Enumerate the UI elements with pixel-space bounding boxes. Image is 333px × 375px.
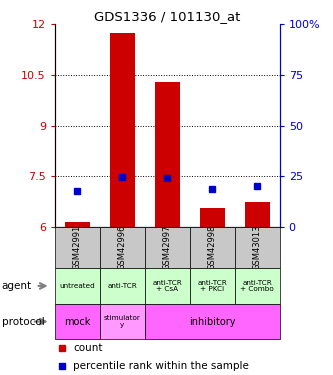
Bar [55,227,100,268]
Bar [245,202,270,227]
Text: stimulator
y: stimulator y [104,315,141,328]
Bar [55,304,100,339]
Bar [190,268,235,304]
Text: protocol: protocol [2,316,44,327]
Text: anti-TCR: anti-TCR [108,283,137,289]
Text: agent: agent [2,281,32,291]
Text: count: count [73,343,103,353]
Bar [155,82,180,227]
Bar [235,227,280,268]
Text: untreated: untreated [60,283,95,289]
Text: inhibitory: inhibitory [189,316,235,327]
Text: GSM42996: GSM42996 [118,225,127,270]
Bar [145,227,190,268]
Text: anti-TCR
+ Combo: anti-TCR + Combo [240,280,274,292]
Text: mock: mock [64,316,91,327]
Bar [55,268,100,304]
Title: GDS1336 / 101130_at: GDS1336 / 101130_at [94,10,240,23]
Text: GSM42998: GSM42998 [208,225,217,270]
Text: GSM42997: GSM42997 [163,225,172,270]
Text: anti-TCR
+ CsA: anti-TCR + CsA [153,280,182,292]
Text: percentile rank within the sample: percentile rank within the sample [73,361,249,371]
Bar [100,304,145,339]
Bar [100,268,145,304]
Bar [235,268,280,304]
Bar [110,33,135,227]
Bar [100,227,145,268]
Text: GSM43013: GSM43013 [253,225,262,270]
Bar [145,268,190,304]
Bar [145,304,280,339]
Text: GSM42991: GSM42991 [73,225,82,270]
Bar [200,209,225,227]
Bar [65,222,90,227]
Bar [190,227,235,268]
Text: anti-TCR
+ PKCi: anti-TCR + PKCi [197,280,227,292]
